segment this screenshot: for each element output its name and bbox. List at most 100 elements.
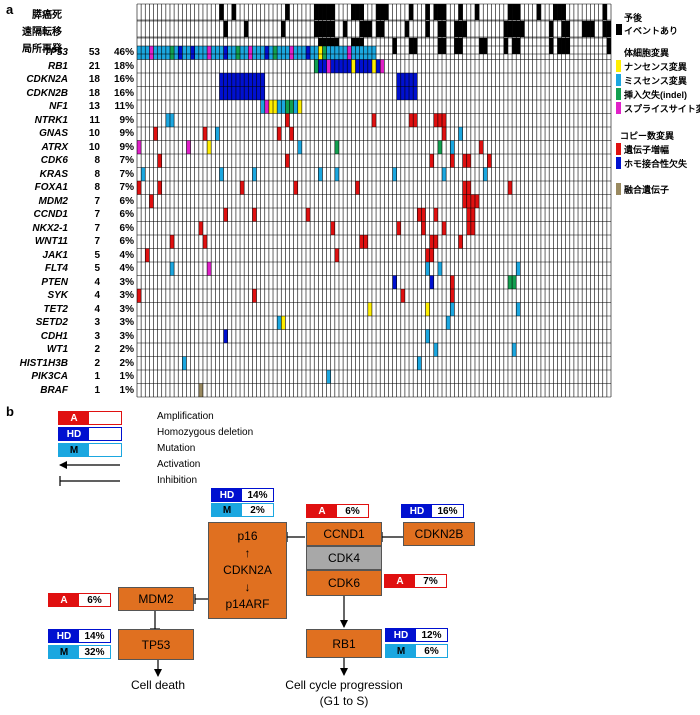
wnt11-amp xyxy=(202,235,208,249)
rb1-homdel xyxy=(376,59,381,73)
ntrk1-amp xyxy=(371,113,377,127)
wt1-missense xyxy=(512,343,517,357)
gene-count: 4 xyxy=(94,290,100,301)
gene-count: 53 xyxy=(88,47,100,58)
cdkn2b-homdel xyxy=(240,86,245,100)
cdkn2a-homdel xyxy=(413,73,418,87)
badge-cdkn2a-hd: HD 14% xyxy=(211,488,274,502)
event-cell xyxy=(318,4,323,20)
grid-lines xyxy=(136,3,612,398)
cdkn2b-homdel xyxy=(223,86,228,100)
nkx21-amp xyxy=(396,221,401,235)
tp53-missense xyxy=(367,46,372,60)
cdkn2b-homdel xyxy=(400,86,405,100)
event-cell xyxy=(367,21,372,37)
ntrk1-amp xyxy=(409,113,414,127)
tp53-missense xyxy=(281,46,286,60)
wnt11-amp xyxy=(363,235,368,249)
gene-count: 18 xyxy=(88,74,100,85)
outcome-cell-cycle-progression: Cell cycle progression xyxy=(285,678,403,692)
gene-count: 7 xyxy=(94,195,100,207)
tp53-missense xyxy=(198,46,203,60)
legend-amp-label: 遺伝子増幅 xyxy=(624,145,670,155)
ccnd1-amp xyxy=(470,208,475,222)
tp53-missense xyxy=(174,46,179,60)
gene-name: JAK1 xyxy=(42,249,68,261)
tp53-missense xyxy=(343,46,348,60)
nf1-nonsense xyxy=(273,100,278,114)
tp53-missense xyxy=(194,46,199,60)
badge-cdk6-a: A 7% xyxy=(384,574,447,588)
hist1h3b-missense xyxy=(417,356,422,370)
legend-indel-swatch xyxy=(616,88,621,100)
pathway-connectors xyxy=(59,461,403,677)
tp53-missense xyxy=(293,46,298,60)
node-ccnd1: CCND1 xyxy=(306,522,382,546)
badge-tp53-hd: HD 14% xyxy=(48,629,111,643)
cdkn2b-homdel xyxy=(235,86,241,100)
event-cell xyxy=(380,4,385,20)
gene-count: 5 xyxy=(94,263,100,274)
syk-amp xyxy=(137,289,142,303)
event-cell xyxy=(512,21,517,37)
gnas-missense xyxy=(458,127,463,141)
tp53-homdel xyxy=(223,46,228,60)
cdk6-amp xyxy=(450,154,455,168)
event-cell xyxy=(376,21,381,37)
cdkn2a-homdel xyxy=(223,73,228,87)
legend-missense-swatch xyxy=(616,74,621,86)
ntrk1-missense xyxy=(165,113,170,127)
cdkn2a-homdel xyxy=(248,73,253,87)
event-cell xyxy=(606,21,611,37)
gene-percent: 18% xyxy=(113,60,134,72)
gene-count: 7 xyxy=(94,209,100,220)
gnas-amp xyxy=(202,127,208,141)
tp53-missense xyxy=(330,46,335,60)
event-cell xyxy=(582,21,587,37)
event-cell xyxy=(330,21,335,37)
prognosis-row-bg xyxy=(137,4,611,20)
rb1-homdel xyxy=(363,59,368,73)
hist1h3b-missense xyxy=(182,356,187,370)
tp53-missense xyxy=(268,46,274,60)
tp53-missense xyxy=(314,46,319,60)
node-cdkn2a-up-arrow: ↑ xyxy=(244,546,251,560)
foxa1-amp xyxy=(137,181,142,195)
flt4-missense xyxy=(425,262,430,276)
atrx-splice xyxy=(137,140,142,154)
rb1-splice xyxy=(380,59,385,73)
gene-percent: 16% xyxy=(113,74,134,85)
event-cell xyxy=(586,21,591,37)
gnas-amp xyxy=(442,127,447,141)
foxa1-amp xyxy=(462,181,467,195)
gene-percent: 1% xyxy=(119,384,134,396)
nf1-missense xyxy=(281,100,286,114)
nkx21-amp xyxy=(330,221,335,235)
gene-percent: 9% xyxy=(119,141,134,153)
gene-name: ATRX xyxy=(41,141,68,153)
rb1-indel xyxy=(314,59,319,73)
rb1-homdel xyxy=(367,59,372,73)
gene-name: TET2 xyxy=(43,303,68,315)
tp53-missense xyxy=(285,46,290,60)
ccnd1-amp xyxy=(433,208,438,222)
event-cell xyxy=(322,4,327,20)
gene-count: 8 xyxy=(94,155,100,166)
nkx21-amp xyxy=(421,221,426,235)
cdkn2a-homdel xyxy=(235,73,241,87)
key-inhibition-label: Inhibition xyxy=(157,475,198,486)
gene-count: 7 xyxy=(94,236,100,247)
gene-count: 10 xyxy=(88,128,100,139)
cdkn2a-homdel xyxy=(240,73,245,87)
key-homdel-label: Homozygous deletion xyxy=(157,427,254,438)
kras-missense xyxy=(141,167,146,181)
ntrk1-amp xyxy=(285,113,290,127)
gene-count: 4 xyxy=(94,276,100,288)
kras-missense xyxy=(392,167,397,181)
outcome-cell-death: Cell death xyxy=(130,678,186,692)
badge-cdkn2b-hd: HD 16% xyxy=(401,504,464,518)
tp53-missense xyxy=(211,46,216,60)
kras-missense xyxy=(318,167,323,181)
tp53-missense xyxy=(338,46,344,60)
gnas-amp xyxy=(153,127,158,141)
